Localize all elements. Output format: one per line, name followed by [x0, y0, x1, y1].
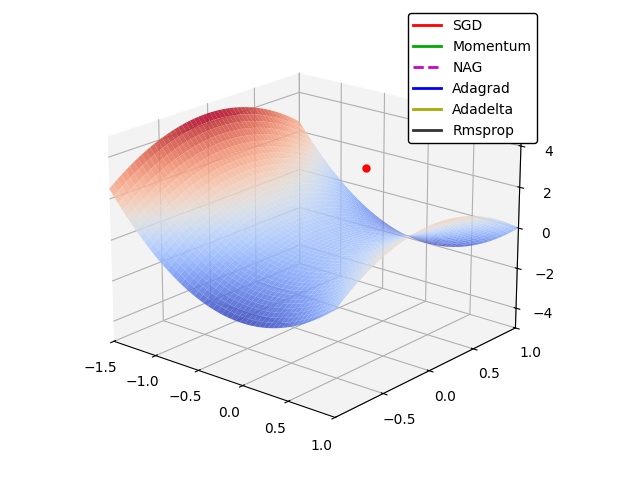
Legend: SGD, Momentum, NAG, Adagrad, Adadelta, Rmsprop: SGD, Momentum, NAG, Adagrad, Adadelta, R…	[408, 13, 537, 143]
